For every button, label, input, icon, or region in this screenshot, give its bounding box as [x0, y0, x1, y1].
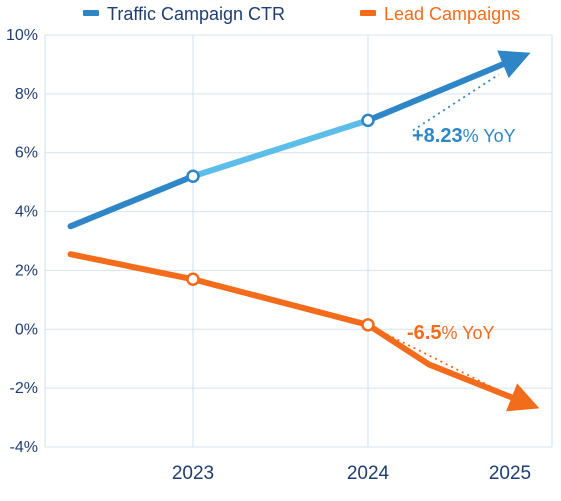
- annotations: +8.23% YoY-6.5% YoY: [407, 125, 516, 344]
- y-tick-label: 2%: [15, 262, 38, 279]
- series-traffic-segment: [67, 173, 196, 230]
- yoy-unit: %: [463, 126, 479, 146]
- y-tick-label: 4%: [15, 204, 38, 221]
- yoy-unit: %: [441, 323, 457, 343]
- yoy-value: -6.5: [407, 322, 441, 344]
- series-traffic-arrow: [366, 50, 531, 124]
- grid: [44, 34, 553, 448]
- y-tick-label: -2%: [10, 380, 38, 397]
- x-tick-label: 2024: [347, 463, 390, 484]
- yoy-suffix: YoY: [457, 323, 494, 343]
- y-tick-label: 10%: [6, 27, 38, 44]
- y-tick-label: 8%: [15, 86, 38, 103]
- yoy-annotation: -6.5% YoY: [407, 322, 495, 344]
- legend-label: Lead Campaigns: [384, 4, 520, 24]
- series-traffic-segment: [190, 117, 371, 180]
- y-tick-label: -4%: [10, 439, 38, 456]
- y-tick-label: 0%: [15, 321, 38, 338]
- legend-label: Traffic Campaign CTR: [107, 4, 285, 24]
- lead-data-point: [186, 272, 200, 287]
- legend-swatch: [360, 10, 376, 16]
- yoy-annotation: +8.23% YoY: [412, 125, 516, 147]
- x-tick-label: 2023: [172, 463, 214, 484]
- traffic-data-point: [361, 113, 375, 128]
- series: [67, 50, 540, 412]
- legend: Traffic Campaign CTR Lead Campaigns: [83, 4, 520, 24]
- lead-data-point: [361, 318, 375, 332]
- y-tick-label: 6%: [15, 145, 38, 162]
- axes: -4% -2% 0% 2% 4% 6% 8% 10% 2023 2024 2025: [6, 27, 531, 484]
- traffic-data-point: [186, 169, 200, 184]
- traffic-trend-dotted: [412, 73, 500, 132]
- legend-swatch: [83, 10, 99, 16]
- yoy-value: +8.23: [412, 125, 463, 147]
- yoy-suffix: YoY: [479, 126, 516, 146]
- x-tick-label: 2025: [489, 463, 531, 484]
